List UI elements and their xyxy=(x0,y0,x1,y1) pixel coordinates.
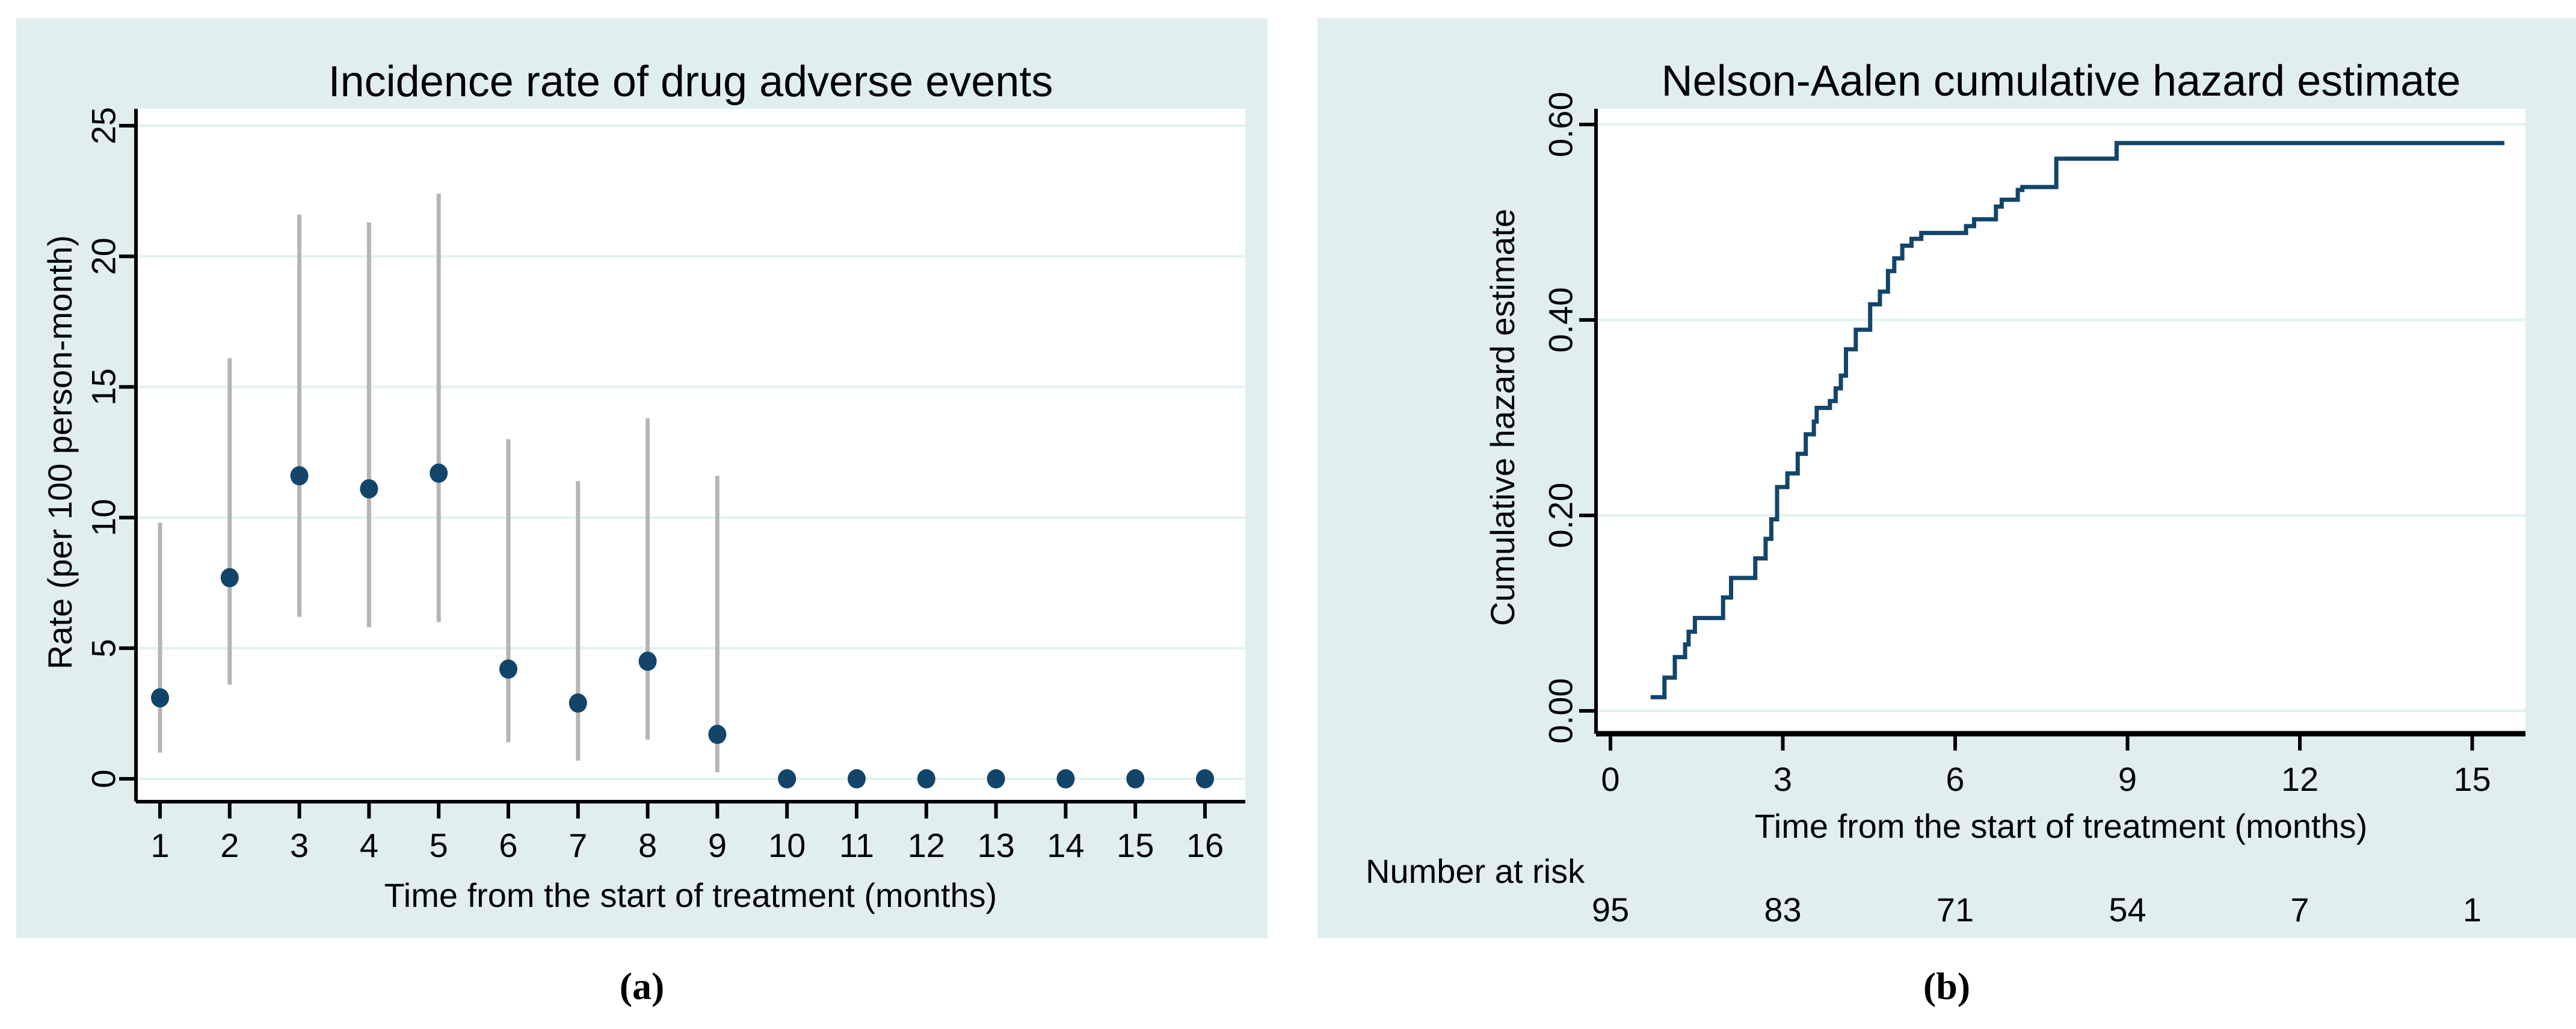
data-point xyxy=(430,463,448,483)
chart-title: Nelson-Aalen cumulative hazard estimate xyxy=(1662,57,2461,105)
y-tick-label: 5 xyxy=(85,639,123,657)
tick-marks xyxy=(119,124,1207,819)
gridlines xyxy=(1596,123,2525,712)
x-tick-label: 7 xyxy=(569,826,587,864)
x-tick-label: 8 xyxy=(638,826,657,864)
number-at-risk-value: 95 xyxy=(1592,891,1629,929)
y-tick-label: 20 xyxy=(85,238,123,275)
x-tick-label: 14 xyxy=(1047,826,1084,864)
x-tick-label: 6 xyxy=(499,826,517,864)
data-point xyxy=(360,479,378,499)
panel-incidence-rate: 0 5 10 15 20 25 1 2 3 4 5 6 7 8 9 10 11 12 13 14 15 16 Incide… xyxy=(16,18,1268,938)
y-axis-title: Cumulative hazard estimate xyxy=(1484,209,1521,626)
x-tick-label: 6 xyxy=(1946,760,1964,798)
y-axis-title: Rate (per 100 person-month) xyxy=(41,235,79,669)
number-at-risk-value: 83 xyxy=(1764,891,1801,929)
y-tick-label: 25 xyxy=(85,107,123,144)
data-point xyxy=(1196,769,1214,788)
x-tick-label: 4 xyxy=(360,826,378,864)
data-point xyxy=(220,568,239,588)
number-at-risk-values: 95 83 71 54 7 1 xyxy=(1592,891,2482,929)
plot-area xyxy=(1596,109,2525,734)
number-at-risk-value: 54 xyxy=(2109,891,2146,929)
x-tick-label: 1 xyxy=(150,826,169,864)
y-tick-label: 0 xyxy=(85,769,123,788)
y-tick-label: 0.20 xyxy=(1542,483,1580,548)
data-point xyxy=(499,659,517,679)
x-tick-label: 15 xyxy=(1117,826,1154,864)
x-tick-label: 5 xyxy=(430,826,448,864)
y-tick-label: 0.40 xyxy=(1542,287,1580,353)
scatter-ci-series xyxy=(151,193,1214,788)
x-axis-title: Time from the start of treatment (months… xyxy=(384,876,997,914)
x-tick-label: 9 xyxy=(708,826,727,864)
step-curve-series xyxy=(1650,141,2504,699)
tick-marks xyxy=(1579,123,2474,751)
data-point xyxy=(1126,769,1145,788)
nelson-aalen-chart: 0.00 0.20 0.40 0.60 0 3 6 9 12 15 Nelson-Aalen cu… xyxy=(1366,57,2525,929)
x-tick-label: 16 xyxy=(1186,826,1224,864)
axes xyxy=(134,109,1245,803)
data-point xyxy=(708,725,727,745)
data-point xyxy=(638,651,657,671)
x-axis-title: Time from the start of treatment (months… xyxy=(1755,807,2368,845)
data-point xyxy=(290,466,309,486)
number-at-risk-value: 1 xyxy=(2463,891,2482,929)
data-point xyxy=(917,769,935,788)
hazard-step-curve xyxy=(1650,141,2504,699)
x-tick-label: 3 xyxy=(1773,760,1792,798)
data-point xyxy=(778,769,797,788)
data-point xyxy=(987,769,1005,788)
x-tick-label: 9 xyxy=(2118,760,2137,798)
y-tick-label: 0.60 xyxy=(1542,92,1580,158)
x-tick-label: 12 xyxy=(908,826,945,864)
y-tick-label: 10 xyxy=(85,499,123,536)
x-tick-label: 13 xyxy=(977,826,1014,864)
number-at-risk-label: Number at risk xyxy=(1366,852,1585,890)
number-at-risk-value: 71 xyxy=(1937,891,1974,929)
data-point xyxy=(151,688,169,708)
x-tick-label: 11 xyxy=(839,826,874,864)
y-tick-label: 15 xyxy=(85,368,123,405)
x-tick-label: 10 xyxy=(768,826,806,864)
plot-area xyxy=(136,109,1245,802)
caption-b: (b) xyxy=(1923,965,1971,1007)
caption-a: (a) xyxy=(619,965,665,1007)
x-tick-label: 3 xyxy=(290,826,309,864)
x-tick-label: 15 xyxy=(2453,760,2491,798)
panel-nelson-aalen: 0.00 0.20 0.40 0.60 0 3 6 9 12 15 Nelson-Aalen cu… xyxy=(1317,18,2576,938)
x-tick-label: 0 xyxy=(1601,760,1619,798)
data-point xyxy=(569,693,587,713)
number-at-risk-value: 7 xyxy=(2290,891,2309,929)
x-tick-label: 2 xyxy=(220,826,239,864)
chart-title: Incidence rate of drug adverse events xyxy=(328,58,1053,106)
tick-labels: 0.00 0.20 0.40 0.60 0 3 6 9 12 15 xyxy=(1542,92,2491,799)
data-point xyxy=(848,769,866,788)
data-point xyxy=(1056,769,1075,788)
x-tick-label: 12 xyxy=(2281,760,2319,798)
axes xyxy=(1594,109,2525,737)
y-tick-label: 0.00 xyxy=(1542,678,1580,744)
